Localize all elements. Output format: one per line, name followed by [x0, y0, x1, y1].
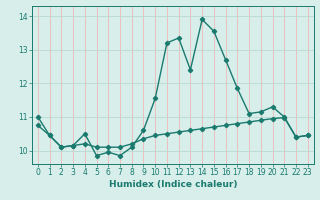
X-axis label: Humidex (Indice chaleur): Humidex (Indice chaleur) — [108, 180, 237, 189]
